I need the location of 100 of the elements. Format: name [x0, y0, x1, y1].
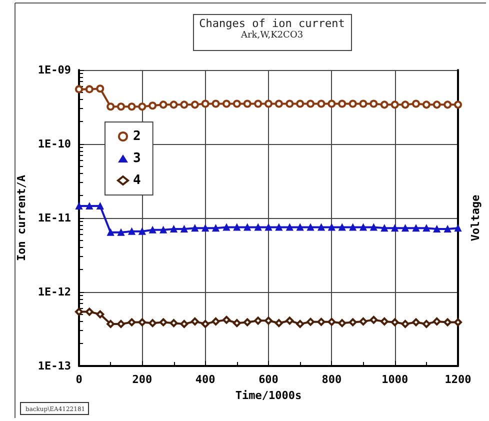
- point: [380, 317, 388, 326]
- point: [390, 100, 399, 109]
- chart-title: Changes of ion current: [199, 17, 345, 30]
- point: [201, 100, 210, 108]
- point: [422, 320, 430, 328]
- point: [212, 100, 220, 108]
- point: [212, 224, 220, 232]
- point: [222, 316, 230, 324]
- point: [159, 100, 168, 109]
- point: [348, 318, 357, 326]
- point: [107, 228, 114, 236]
- point: [328, 100, 336, 108]
- point: [160, 226, 167, 234]
- point: [412, 318, 420, 326]
- point: [190, 317, 199, 326]
- point: [149, 226, 156, 234]
- point: [401, 320, 410, 328]
- point: [318, 224, 325, 231]
- y-axis-title: Ion current/A: [14, 174, 28, 262]
- point: [222, 100, 230, 108]
- point: [264, 100, 272, 108]
- y-tick-label: 1E-12: [38, 286, 71, 298]
- x-tick-label: 400: [195, 373, 216, 386]
- point: [391, 224, 398, 232]
- point: [432, 100, 441, 109]
- y-tick-label: 1E-13: [38, 360, 71, 372]
- point: [85, 308, 94, 316]
- point: [128, 228, 136, 235]
- point: [306, 318, 315, 326]
- point: [138, 102, 146, 111]
- point: [202, 224, 209, 232]
- point: [328, 224, 336, 231]
- point: [359, 100, 368, 108]
- y-tick-label: 1E-11: [38, 212, 72, 224]
- y-tick-label: 1E-10: [38, 138, 71, 150]
- point: [412, 100, 420, 108]
- point: [370, 100, 378, 108]
- point: [328, 318, 336, 326]
- point: [454, 224, 462, 232]
- point: [75, 308, 83, 316]
- point: [275, 224, 282, 231]
- y-tick-label: 1E-09: [38, 64, 71, 76]
- point: [296, 320, 304, 328]
- point: [296, 224, 304, 231]
- point: [180, 320, 188, 328]
- point: [201, 320, 210, 328]
- y2-axis-title: Voltage: [469, 194, 482, 242]
- point: [317, 100, 326, 108]
- point: [338, 224, 346, 231]
- point: [360, 224, 367, 231]
- point: [138, 228, 146, 235]
- x-tick-label: 600: [258, 373, 278, 386]
- x-axis-title: Time/1000s: [235, 388, 302, 402]
- point: [118, 228, 125, 236]
- point: [117, 102, 126, 111]
- point: [338, 319, 346, 328]
- legend-label: 2: [133, 129, 141, 144]
- point: [380, 224, 388, 232]
- point: [222, 224, 230, 231]
- point: [244, 224, 251, 231]
- point: [159, 318, 168, 326]
- point: [76, 202, 82, 210]
- point: [370, 224, 378, 231]
- point: [348, 100, 357, 108]
- point: [359, 317, 368, 326]
- point: [254, 100, 262, 108]
- point: [370, 316, 378, 324]
- point: [265, 224, 272, 231]
- point: [96, 202, 104, 210]
- point: [422, 224, 430, 232]
- point: [286, 100, 294, 108]
- point: [380, 100, 388, 109]
- point: [317, 318, 326, 326]
- point: [117, 320, 126, 328]
- point: [138, 318, 146, 326]
- point: [128, 318, 136, 326]
- point: [128, 102, 136, 111]
- point: [254, 224, 262, 231]
- x-tick-label: 200: [132, 373, 152, 386]
- point: [349, 224, 356, 231]
- x-tick-label: 800: [322, 373, 342, 386]
- point: [170, 319, 178, 328]
- point: [422, 100, 430, 109]
- point: [254, 316, 262, 325]
- point: [338, 100, 346, 108]
- point: [232, 319, 241, 328]
- point: [190, 100, 199, 109]
- point: [243, 318, 252, 326]
- point: [412, 224, 420, 232]
- point: [274, 100, 283, 108]
- point: [286, 316, 294, 325]
- point: [264, 316, 272, 325]
- point: [96, 310, 104, 318]
- point: [432, 317, 441, 326]
- point: [170, 100, 178, 109]
- point: [180, 226, 188, 233]
- point: [148, 319, 157, 328]
- legend-label: 3: [133, 151, 141, 166]
- point: [296, 100, 304, 108]
- point: [170, 226, 178, 233]
